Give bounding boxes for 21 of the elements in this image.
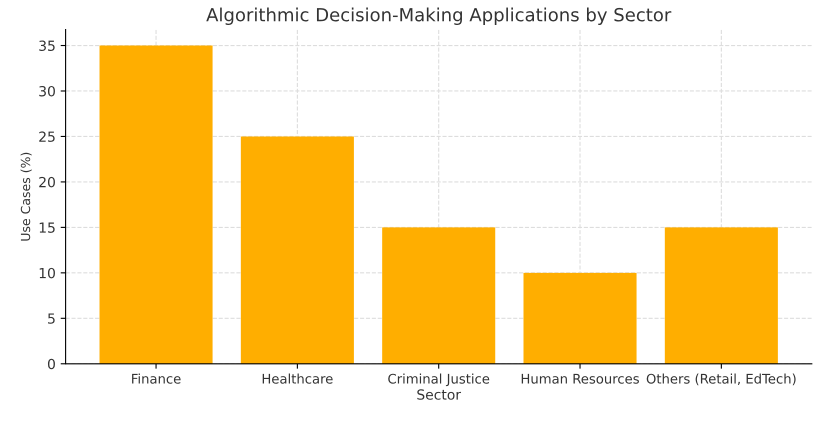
bar xyxy=(382,227,496,364)
x-axis-title: Sector xyxy=(417,389,462,400)
x-tick-label: Human Resources xyxy=(522,374,639,384)
y-tick-label: 30 xyxy=(39,86,55,96)
chart-title: Algorithmic Decision-Making Applications by Sector xyxy=(206,8,672,26)
x-tick-label: Healthcare xyxy=(262,374,333,384)
bar xyxy=(100,46,213,364)
y-axis-title: Use Cases (%) xyxy=(20,152,32,241)
y-tick-label: 0 xyxy=(48,358,55,370)
y-tick-label: 5 xyxy=(48,313,55,324)
y-tick-label: 10 xyxy=(40,268,55,278)
x-tick-label: Criminal Justice xyxy=(388,374,490,386)
y-tick-label: 20 xyxy=(39,176,55,188)
y-tick-label: 35 xyxy=(39,40,55,51)
x-tick-label: Others (Retail, EdTech) xyxy=(646,374,796,386)
y-tick-label: 25 xyxy=(39,131,55,142)
x-tick-label: Finance xyxy=(132,374,181,384)
bar xyxy=(664,227,778,364)
bar xyxy=(240,136,354,364)
y-tick-label: 15 xyxy=(40,222,55,233)
bar xyxy=(523,272,637,364)
